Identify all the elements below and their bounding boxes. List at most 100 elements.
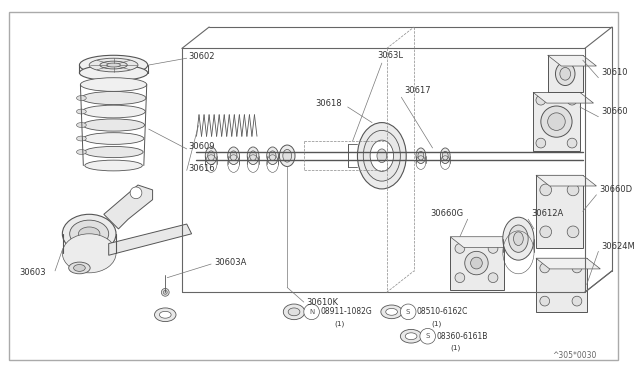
Circle shape <box>572 296 582 306</box>
Text: 30609: 30609 <box>189 142 215 151</box>
Ellipse shape <box>370 140 394 171</box>
Text: (1): (1) <box>335 320 345 327</box>
Ellipse shape <box>79 55 148 75</box>
Circle shape <box>420 328 435 344</box>
Ellipse shape <box>81 78 147 92</box>
Bar <box>533 92 580 151</box>
Text: 3063L: 3063L <box>377 51 403 60</box>
Text: (1): (1) <box>451 345 461 351</box>
Text: 30602: 30602 <box>189 52 215 61</box>
Text: ^305*0030: ^305*0030 <box>552 351 596 360</box>
Ellipse shape <box>107 63 120 67</box>
Ellipse shape <box>77 109 86 114</box>
Ellipse shape <box>442 151 448 160</box>
Ellipse shape <box>83 133 144 144</box>
Ellipse shape <box>74 264 85 271</box>
Text: 30610K: 30610K <box>307 298 339 307</box>
Ellipse shape <box>62 214 116 253</box>
Ellipse shape <box>84 160 142 171</box>
Text: 08911-1082G: 08911-1082G <box>321 307 372 316</box>
Circle shape <box>567 138 577 148</box>
Text: S: S <box>406 309 410 315</box>
Ellipse shape <box>83 119 145 131</box>
Text: 30660: 30660 <box>602 108 628 116</box>
Ellipse shape <box>77 96 86 100</box>
Ellipse shape <box>89 58 138 72</box>
Ellipse shape <box>230 151 237 161</box>
Bar <box>548 55 583 92</box>
Bar <box>450 237 504 291</box>
Text: 30603A: 30603A <box>214 257 246 267</box>
Polygon shape <box>109 224 191 255</box>
Polygon shape <box>536 175 596 186</box>
Circle shape <box>536 95 546 105</box>
Ellipse shape <box>79 65 148 81</box>
Ellipse shape <box>288 308 300 316</box>
Ellipse shape <box>208 151 214 161</box>
Text: 30618: 30618 <box>316 99 342 108</box>
Text: 30612A: 30612A <box>531 209 563 218</box>
Ellipse shape <box>154 308 176 322</box>
Circle shape <box>541 106 572 137</box>
Text: 30617: 30617 <box>404 86 431 95</box>
Ellipse shape <box>77 150 86 154</box>
Circle shape <box>572 263 582 273</box>
Ellipse shape <box>247 147 259 164</box>
Ellipse shape <box>401 329 422 343</box>
Text: 08510-6162C: 08510-6162C <box>417 307 468 316</box>
Ellipse shape <box>560 67 571 80</box>
Text: N: N <box>309 309 314 315</box>
Circle shape <box>540 226 552 238</box>
Polygon shape <box>536 258 600 269</box>
Polygon shape <box>104 185 152 229</box>
Ellipse shape <box>228 147 239 164</box>
Ellipse shape <box>205 147 217 164</box>
Circle shape <box>401 304 416 320</box>
Ellipse shape <box>513 232 524 246</box>
Circle shape <box>567 226 579 238</box>
Ellipse shape <box>77 136 86 141</box>
Circle shape <box>455 273 465 283</box>
Bar <box>536 258 587 312</box>
Circle shape <box>548 113 565 131</box>
Text: S: S <box>426 333 430 339</box>
Ellipse shape <box>79 227 100 241</box>
Ellipse shape <box>377 149 387 163</box>
Ellipse shape <box>62 234 116 273</box>
Polygon shape <box>533 92 593 103</box>
Text: 30603: 30603 <box>19 268 45 277</box>
Ellipse shape <box>284 304 305 320</box>
Polygon shape <box>548 55 596 66</box>
Circle shape <box>163 291 167 294</box>
Ellipse shape <box>159 311 171 318</box>
Circle shape <box>567 184 579 196</box>
Text: 30624M: 30624M <box>602 242 635 251</box>
Ellipse shape <box>405 333 417 340</box>
Text: 30660D: 30660D <box>600 185 632 195</box>
Circle shape <box>567 95 577 105</box>
Ellipse shape <box>100 61 127 69</box>
Circle shape <box>465 251 488 275</box>
Ellipse shape <box>77 123 86 128</box>
Ellipse shape <box>364 131 401 181</box>
Ellipse shape <box>280 145 295 167</box>
Ellipse shape <box>503 217 534 260</box>
Bar <box>536 175 583 248</box>
Ellipse shape <box>416 148 426 164</box>
Text: (1): (1) <box>431 320 442 327</box>
Circle shape <box>304 304 319 320</box>
Circle shape <box>540 263 550 273</box>
Circle shape <box>455 244 465 253</box>
Ellipse shape <box>267 147 278 164</box>
Ellipse shape <box>556 62 575 86</box>
Ellipse shape <box>358 123 406 189</box>
Ellipse shape <box>386 308 397 315</box>
Ellipse shape <box>440 148 450 164</box>
Circle shape <box>540 184 552 196</box>
Ellipse shape <box>418 151 424 160</box>
Circle shape <box>130 187 142 199</box>
Text: 30616: 30616 <box>189 164 215 173</box>
Ellipse shape <box>283 150 292 162</box>
Ellipse shape <box>269 151 276 161</box>
Polygon shape <box>450 237 517 247</box>
